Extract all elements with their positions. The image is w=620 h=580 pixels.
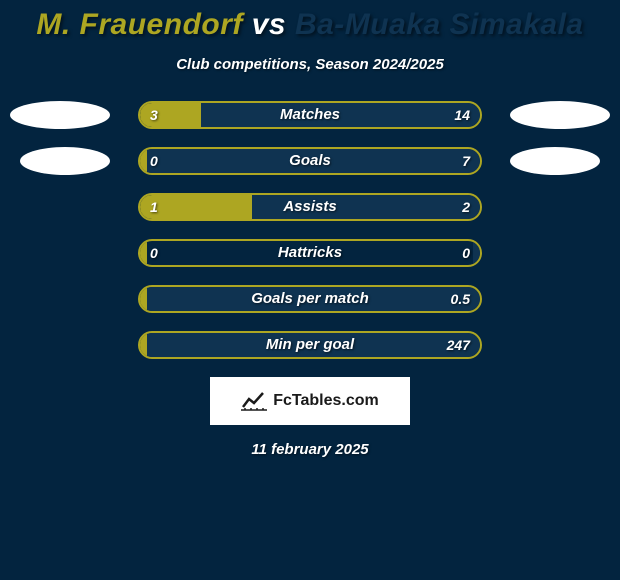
- stat-row: Min per goal247: [10, 331, 610, 359]
- stat-row: Assists12: [10, 193, 610, 221]
- stat-bar-track: Assists12: [138, 193, 482, 221]
- player1-name: M. Frauendorf: [36, 8, 243, 41]
- player2-bar-fill: [201, 103, 480, 127]
- page-title: M. Frauendorf vs Ba-Muaka Simakala: [0, 0, 620, 42]
- player1-club-logo: [10, 101, 110, 129]
- player1-bar-fill: [140, 241, 147, 265]
- stat-bar-track: Min per goal247: [138, 331, 482, 359]
- stat-bar-track: Goals per match0.5: [138, 285, 482, 313]
- vs-label: vs: [252, 8, 286, 41]
- player1-value: 0: [150, 241, 158, 265]
- stat-row: Goals per match0.5: [10, 285, 610, 313]
- subtitle: Club competitions, Season 2024/2025: [0, 56, 620, 73]
- player1-bar-fill: [140, 287, 147, 311]
- stat-label: Hattricks: [140, 241, 480, 265]
- player2-club-logo: [510, 101, 610, 129]
- comparison-chart: Matches314 Goals07 Assists12 Hattricks0 0 Goa…: [0, 101, 620, 359]
- player1-bar-fill: [140, 195, 252, 219]
- player1-bar-fill: [140, 103, 201, 127]
- player2-bar-fill: [252, 195, 480, 219]
- stat-bar-track: Hattricks0 0: [138, 239, 482, 267]
- player2-bar-fill: [147, 287, 480, 311]
- player2-bar-fill: [147, 333, 480, 357]
- player2-bar-fill: [147, 149, 480, 173]
- stat-row: Matches314: [10, 101, 610, 129]
- stat-row: Goals07: [10, 147, 610, 175]
- footer-date: 11 february 2025: [0, 441, 620, 458]
- player1-club-logo: [20, 147, 110, 175]
- player2-bar-fill: [473, 241, 480, 265]
- player2-name: Ba-Muaka Simakala: [295, 8, 584, 41]
- player1-bar-fill: [140, 149, 147, 173]
- player2-value: 0: [462, 241, 470, 265]
- stat-bar-track: Goals07: [138, 147, 482, 175]
- stat-bar-track: Matches314: [138, 101, 482, 129]
- player2-club-logo: [510, 147, 600, 175]
- player1-bar-fill: [140, 333, 147, 357]
- brand-icon: [241, 391, 267, 411]
- stat-row: Hattricks0 0: [10, 239, 610, 267]
- brand-badge: FcTables.com: [210, 377, 410, 425]
- brand-text: FcTables.com: [273, 392, 379, 410]
